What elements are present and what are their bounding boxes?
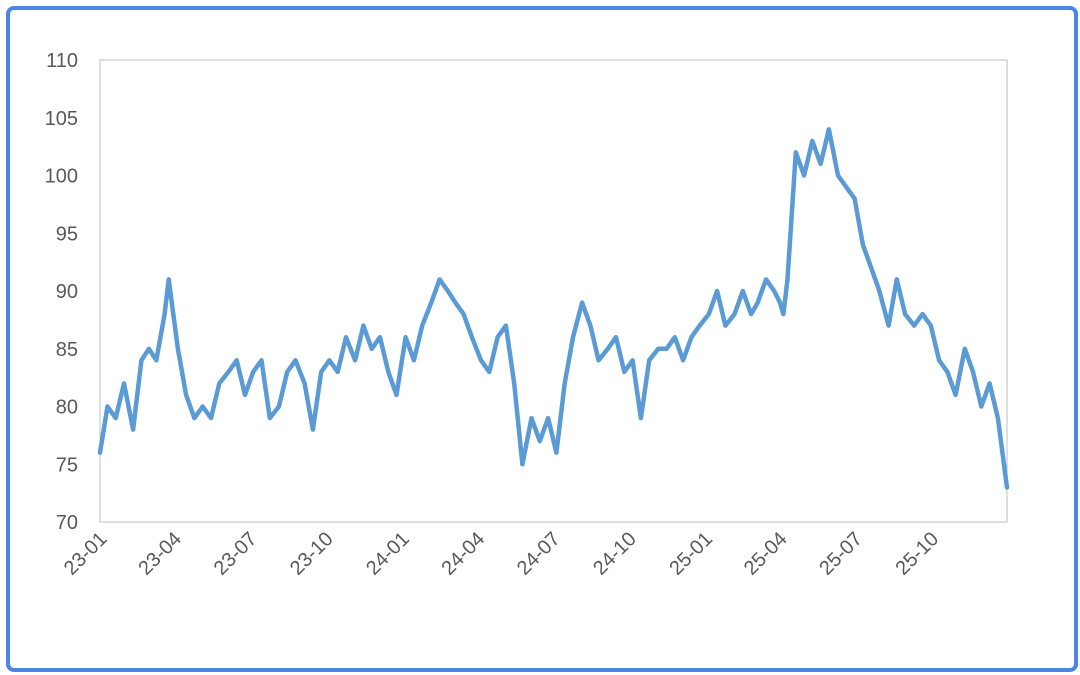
y-tick-label: 80	[56, 397, 78, 419]
y-axis-ticks: 70 75 80 85 90 95 100 105 110	[45, 50, 78, 534]
series-line	[97, 127, 1010, 490]
x-tick-label: 25-04	[740, 528, 792, 580]
y-tick-label: 70	[56, 512, 78, 534]
x-tick-label: 25-07	[815, 528, 867, 580]
y-tick-label: 90	[56, 281, 78, 303]
x-tick-label: 24-07	[513, 528, 565, 580]
x-axis-ticks: 23-01 23-04 23-07 23-10 24-01 24-04 24-07 24-10…	[60, 528, 943, 580]
y-tick-label: 85	[56, 339, 78, 361]
x-tick-label: 23-07	[210, 528, 262, 580]
y-tick-label: 105	[45, 108, 78, 130]
x-tick-label: 23-10	[286, 528, 338, 580]
plot-area	[99, 59, 1008, 523]
x-tick-label: 24-10	[589, 528, 641, 580]
x-tick-label: 25-01	[665, 528, 717, 580]
x-tick-label: 23-04	[134, 528, 186, 580]
y-tick-label: 75	[56, 454, 78, 476]
y-tick-label: 110	[46, 50, 78, 72]
y-tick-label: 95	[56, 223, 78, 245]
x-tick-label: 24-01	[362, 528, 414, 580]
chart-frame	[6, 6, 1078, 672]
x-tick-label: 24-04	[438, 528, 490, 580]
y-tick-label: 100	[45, 166, 78, 188]
x-tick-label: 23-01	[60, 528, 112, 580]
x-tick-label: 25-10	[891, 528, 943, 580]
